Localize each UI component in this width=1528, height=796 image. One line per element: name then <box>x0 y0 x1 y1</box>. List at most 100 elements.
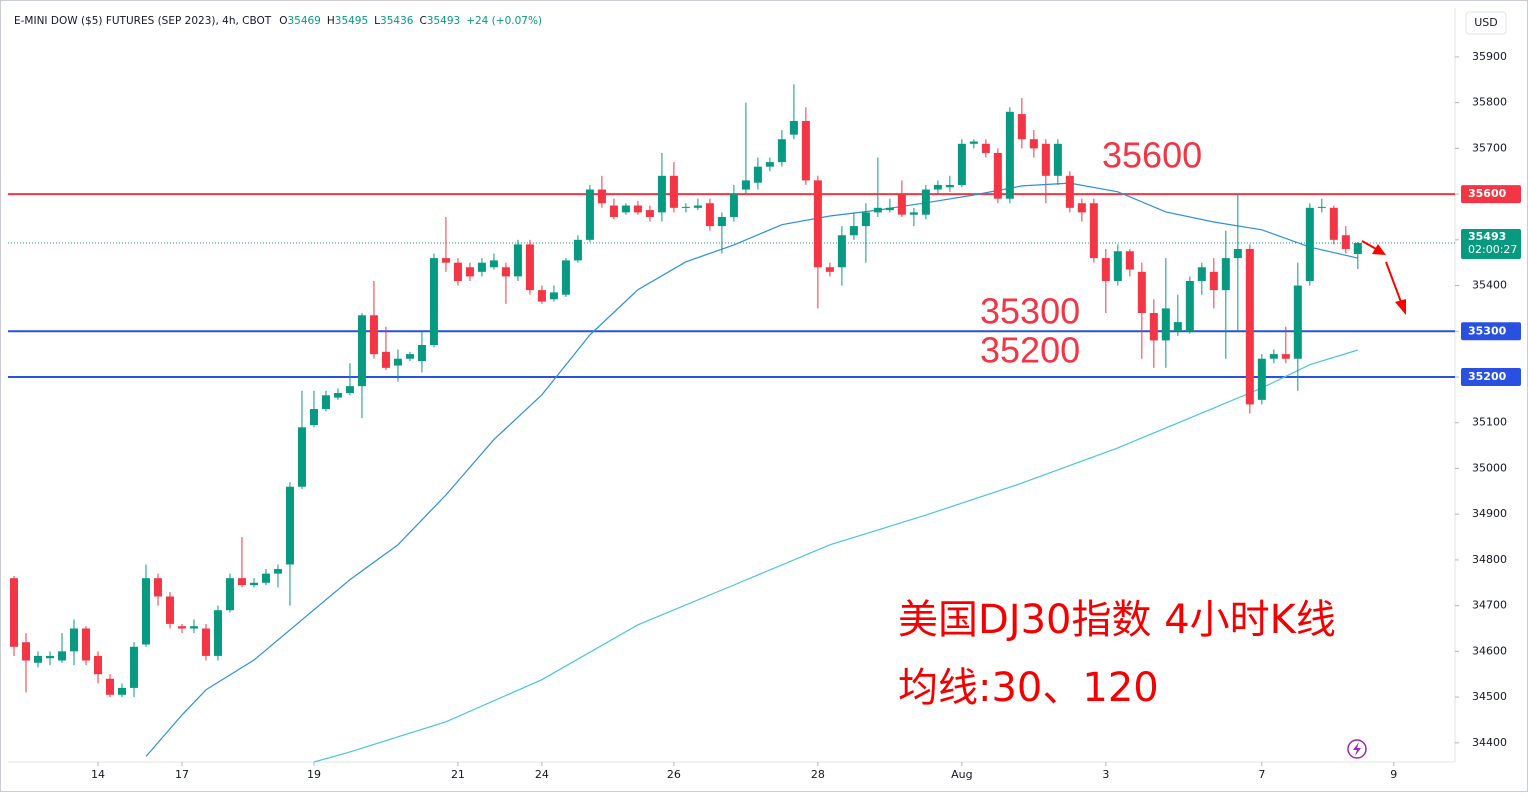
candle-body <box>993 152 1002 199</box>
candle-body <box>525 244 534 291</box>
candle-body <box>33 655 42 663</box>
candle-body <box>705 203 714 227</box>
legend-value: 35495 <box>335 15 368 27</box>
candle-body <box>573 239 582 261</box>
candle-body <box>1065 175 1074 208</box>
y-tick-label: 35800 <box>1472 96 1507 109</box>
x-tick-label: 24 <box>535 768 549 781</box>
x-tick-label: 21 <box>451 768 465 781</box>
candle-body <box>117 687 126 695</box>
candle-body <box>1005 111 1014 199</box>
legend-label: L <box>374 15 380 27</box>
x-tick-label: 9 <box>1390 768 1397 781</box>
level-annotation: 35200 <box>980 330 1080 371</box>
candle-body <box>333 393 342 398</box>
candle-body <box>357 315 366 387</box>
candle-body <box>9 578 18 647</box>
candle-body <box>105 678 114 695</box>
candle-body <box>81 628 90 661</box>
x-tick-label: 14 <box>91 768 105 781</box>
candle-body <box>1029 139 1038 149</box>
candle-body <box>237 578 246 586</box>
legend-value: 35436 <box>380 15 414 27</box>
y-tick-label: 35900 <box>1472 50 1507 63</box>
candle-body <box>729 194 738 217</box>
drawing-arrows <box>1361 240 1406 315</box>
candle-body <box>1113 251 1122 281</box>
candle-body <box>1041 143 1050 176</box>
candle-body <box>501 267 510 277</box>
candle-body <box>693 205 702 208</box>
candle-body <box>321 395 330 410</box>
candle-body <box>1221 258 1230 291</box>
candle-body <box>165 596 174 624</box>
candle-body <box>837 235 846 268</box>
y-tick-label: 34600 <box>1472 644 1507 657</box>
candle-body <box>1161 308 1170 341</box>
candle-body <box>1089 203 1098 259</box>
candle-body <box>633 205 642 213</box>
candle-body <box>717 216 726 227</box>
x-tick-label: 17 <box>175 768 189 781</box>
candle-body <box>813 180 822 268</box>
candle-body <box>345 386 354 394</box>
candle-body <box>21 642 30 661</box>
candle-body <box>921 189 930 215</box>
candle-body <box>201 628 210 656</box>
candle-body <box>261 573 270 583</box>
candle-body <box>453 262 462 281</box>
y-tick-label: 35000 <box>1472 461 1507 474</box>
candle-body <box>945 184 954 188</box>
alert-icon[interactable] <box>1347 739 1367 759</box>
legend-label: O <box>279 15 287 27</box>
candle-body <box>561 260 570 295</box>
chart-title: E-MINI DOW ($5) FUTURES (SEP 2023), 4h, … <box>14 15 542 27</box>
y-tick-label: 34700 <box>1472 599 1507 612</box>
y-tick-label: 35400 <box>1472 279 1507 292</box>
candle-body <box>1077 203 1086 213</box>
x-tick-label: 26 <box>667 768 681 781</box>
candle-body <box>1245 248 1254 405</box>
legend-label: H <box>327 15 335 27</box>
level-annotation: 35600 <box>1102 135 1202 176</box>
candle-body <box>909 212 918 215</box>
candle-body <box>189 626 198 629</box>
candle-body <box>369 315 378 355</box>
candle-body <box>1137 271 1146 313</box>
x-tick-label: Aug <box>951 768 972 781</box>
y-tick-label: 34900 <box>1472 507 1507 520</box>
candle-body <box>897 194 906 215</box>
candle-body <box>885 207 894 211</box>
candle-body <box>153 578 162 597</box>
candle-body <box>225 578 234 611</box>
x-tick-label: 7 <box>1258 768 1265 781</box>
x-tick-label: 28 <box>811 768 825 781</box>
candle-body <box>405 354 414 359</box>
candle-body <box>93 655 102 675</box>
candle-body <box>741 180 750 190</box>
candle-body <box>213 610 222 656</box>
candle-body <box>621 205 630 213</box>
level-tag <box>1461 185 1521 204</box>
candle-body <box>1233 248 1242 259</box>
candle-body <box>669 175 678 208</box>
level-tag <box>1461 322 1521 341</box>
candle-body <box>429 258 438 345</box>
moving-average <box>145 182 1358 757</box>
candle-body <box>645 210 654 217</box>
candle-body <box>177 626 186 629</box>
x-tick-label: 19 <box>307 768 321 781</box>
candle-body <box>1173 322 1182 332</box>
candle-body <box>285 486 294 565</box>
plot-area <box>8 84 1455 763</box>
candle-body <box>465 267 474 277</box>
y-tick-label: 34800 <box>1472 553 1507 566</box>
candle-body <box>765 162 774 167</box>
change: +24 (+0.07%) <box>466 15 542 27</box>
level-tag-label: 35300 <box>1468 324 1507 337</box>
candle-body <box>129 646 138 688</box>
currency-box[interactable] <box>1465 11 1507 35</box>
candle-body <box>873 207 882 213</box>
candle-body <box>417 344 426 361</box>
